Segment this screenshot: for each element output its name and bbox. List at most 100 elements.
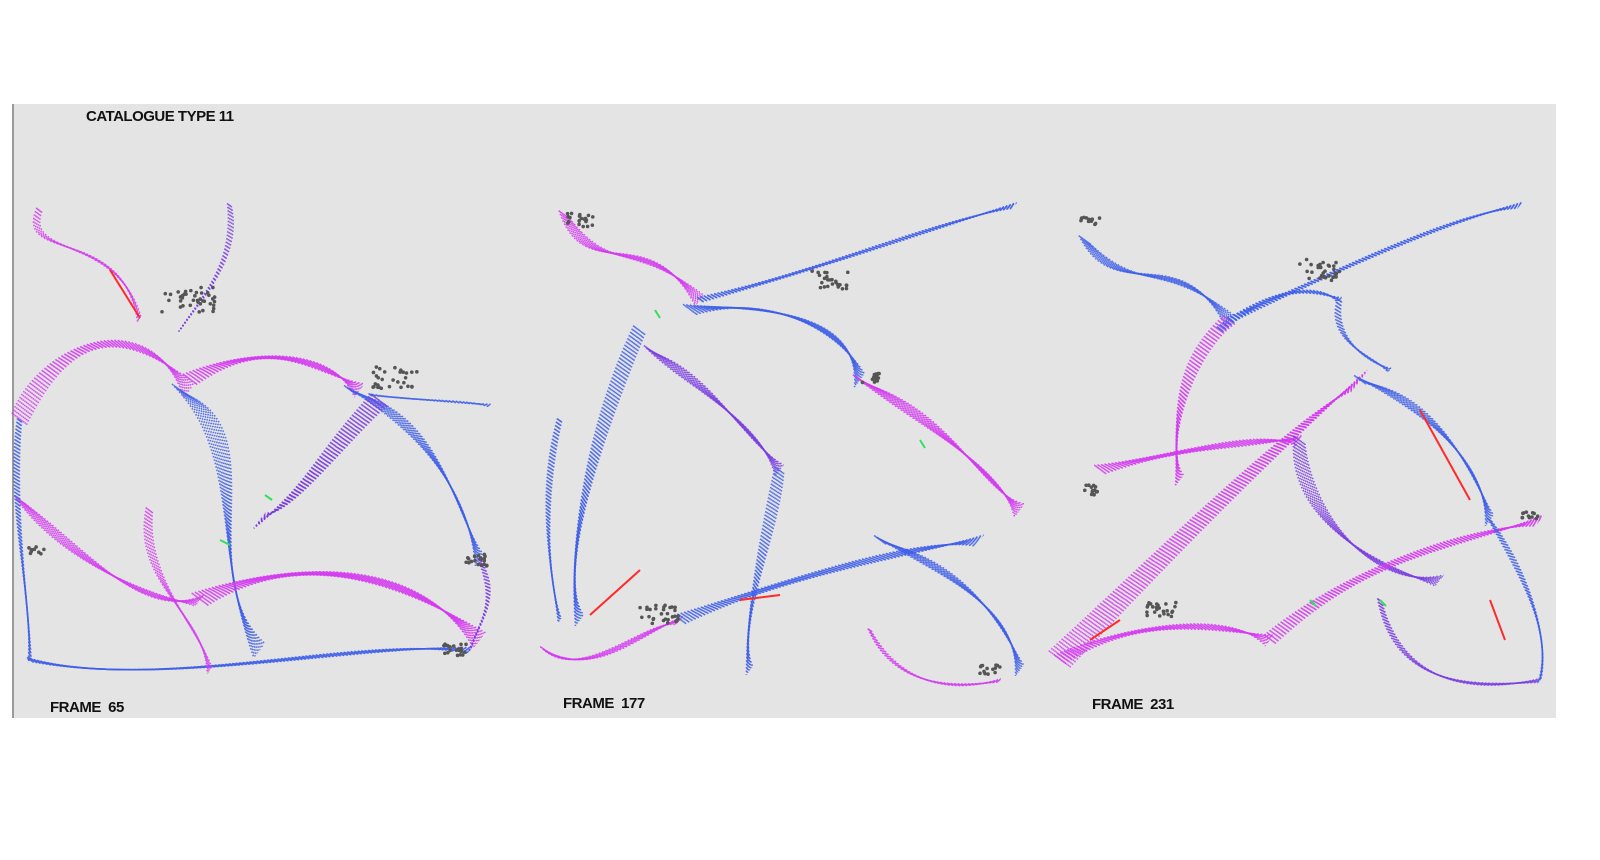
trajectory-line: [1084, 239, 1231, 321]
node-point: [674, 619, 678, 624]
node-point: [459, 642, 463, 647]
node-point: [1097, 216, 1102, 220]
trajectory-line: [12, 340, 186, 416]
trajectory-line: [548, 615, 684, 661]
trajectory-line: [26, 647, 468, 671]
node-point: [577, 219, 581, 223]
node-point: [676, 614, 681, 618]
trajectory-line: [18, 421, 32, 659]
catalogue-title: CATALOGUE TYPE 11: [86, 108, 234, 125]
node-point: [810, 269, 814, 273]
node-point: [1318, 265, 1323, 270]
node-point: [376, 385, 380, 390]
trajectory-line: [1356, 376, 1489, 524]
node-point: [376, 375, 381, 380]
trajectory-line: [1085, 240, 1232, 320]
trajectory-line: [746, 467, 778, 674]
trajectory-line: [859, 379, 1021, 511]
trajectory-line: [545, 618, 682, 661]
node-point: [1532, 511, 1536, 516]
trajectory-line: [747, 468, 780, 672]
node-point: [1152, 610, 1157, 614]
trajectory-line: [34, 208, 140, 322]
node-point: [1321, 271, 1326, 275]
trajectory-line: [547, 616, 683, 661]
trajectory-line: [652, 351, 783, 469]
trajectory-line: [691, 306, 862, 379]
trajectory-line: [573, 326, 638, 624]
trajectory-line: [265, 404, 388, 514]
node-point: [211, 306, 216, 311]
node-point: [1086, 219, 1091, 224]
node-point: [822, 285, 827, 289]
trajectory-line: [1488, 518, 1544, 682]
trajectory-line: [344, 385, 478, 565]
node-point: [448, 648, 452, 653]
trajectory-line: [574, 331, 644, 618]
trajectory-line: [1301, 441, 1442, 580]
node-point: [822, 276, 827, 281]
trajectory-line: [1229, 204, 1521, 321]
node-point: [483, 554, 487, 559]
node-point: [393, 365, 397, 370]
node-point: [654, 606, 658, 611]
trajectory-line: [688, 306, 860, 382]
node-point: [1174, 600, 1178, 605]
trajectory-line: [31, 647, 472, 671]
node-point: [1079, 216, 1084, 221]
trajectory-line: [1061, 377, 1362, 662]
trajectory-line: [1380, 600, 1541, 686]
highlight-segment: [1309, 599, 1317, 607]
node-point: [817, 273, 822, 278]
node-point: [816, 270, 820, 275]
node-point: [457, 647, 461, 651]
node-point: [1089, 485, 1094, 489]
trajectory-line: [179, 389, 261, 651]
node-point: [1329, 278, 1334, 283]
trajectory-line: [876, 536, 1019, 674]
node-point: [1305, 269, 1309, 274]
trajectory-line: [254, 394, 374, 528]
trajectory-line: [747, 471, 784, 668]
node-point: [991, 667, 995, 672]
node-point: [1150, 605, 1155, 609]
node-point: [1145, 605, 1150, 609]
trajectory-line: [14, 495, 197, 606]
node-point: [1084, 216, 1089, 220]
node-point: [484, 564, 489, 568]
trajectory-line: [694, 307, 865, 376]
trajectory-line: [18, 498, 200, 603]
node-point: [654, 603, 658, 608]
trajectory-line: [1221, 292, 1342, 333]
node-point: [666, 617, 670, 622]
trajectory-line: [1490, 520, 1544, 680]
trajectory-line: [29, 647, 471, 671]
node-point: [1331, 264, 1336, 268]
trajectory-line: [24, 345, 195, 424]
trajectory-line: [648, 348, 780, 472]
trajectory-line: [32, 207, 139, 324]
trajectory-line: [682, 303, 856, 388]
highlight-segment: [264, 494, 273, 501]
node-point: [168, 292, 173, 297]
node-point: [1309, 262, 1313, 267]
trajectory-line: [858, 378, 1020, 512]
node-point: [445, 643, 450, 648]
node-point: [875, 379, 880, 383]
trajectory-line: [747, 472, 785, 667]
trajectory-line: [19, 499, 201, 603]
trajectory-line: [1230, 203, 1521, 322]
trajectory-line: [21, 501, 203, 602]
node-point: [1321, 260, 1325, 265]
highlight-segment: [589, 569, 641, 616]
trajectory-line: [567, 217, 704, 298]
node-point: [586, 213, 591, 218]
trajectory-line: [682, 536, 982, 623]
trajectory-line: [176, 386, 259, 654]
node-point: [985, 666, 989, 671]
node-point: [645, 605, 649, 610]
trajectory-line: [184, 392, 265, 646]
trajectory-line: [1489, 519, 1544, 681]
node-point: [993, 670, 997, 675]
node-point: [482, 558, 487, 563]
